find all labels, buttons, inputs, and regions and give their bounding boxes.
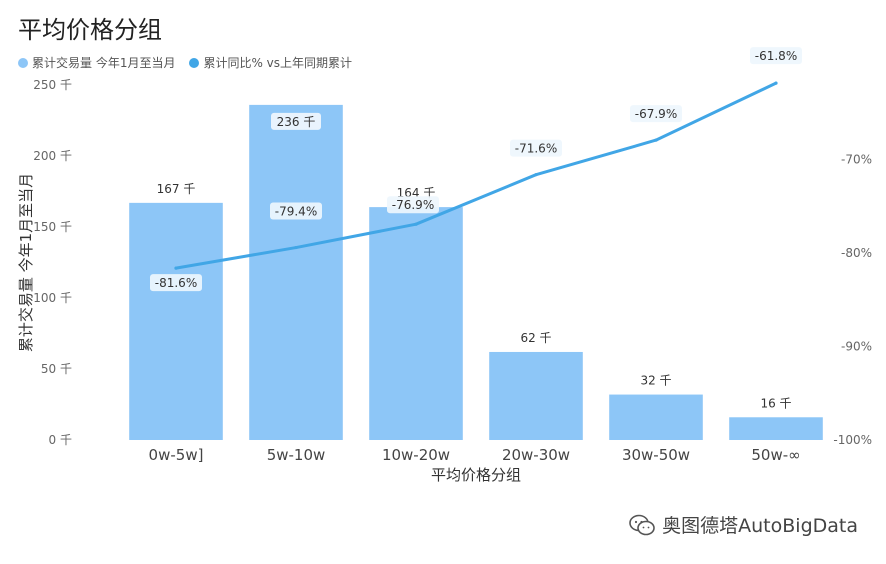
bar-label: 16 千 — [760, 396, 791, 410]
x-axis-label: 平均价格分组 — [431, 466, 521, 484]
y2-tick-label: -100% — [833, 433, 872, 447]
y-tick-label: 250 千 — [33, 78, 72, 92]
y2-tick-label: -80% — [841, 246, 872, 260]
y2-tick-label: -90% — [841, 340, 872, 354]
chart-legend: 累计交易量 今年1月至当月 累计同比% vs上年同期累计 — [18, 54, 352, 71]
y-tick-label: 0 千 — [49, 433, 72, 447]
x-tick-label: 30w-50w — [622, 446, 690, 464]
bar-label: 62 千 — [520, 331, 551, 345]
wechat-icon — [629, 514, 655, 535]
watermark: 奥图德塔AutoBigData — [628, 511, 858, 538]
bar — [729, 417, 823, 440]
line-label-bg — [510, 139, 562, 157]
line-label: -81.6% — [155, 276, 197, 290]
bar-label: 167 千 — [157, 182, 196, 196]
y-tick-label: 200 千 — [33, 149, 72, 163]
bar — [129, 202, 223, 440]
line-label-bg — [630, 105, 682, 123]
legend-item-yoy: 累计同比% vs上年同期累计 — [189, 54, 352, 71]
line-label-bg — [387, 196, 439, 214]
line-label-bg — [270, 202, 322, 220]
legend-dot-volume — [18, 57, 28, 68]
y-tick-label: 150 千 — [33, 220, 72, 234]
y-tick-label: 100 千 — [33, 291, 72, 305]
bar-label-bg — [271, 112, 321, 130]
legend-label-yoy: 累计同比% vs上年同期累计 — [203, 56, 353, 70]
x-tick-label: 0w-5w] — [149, 446, 204, 464]
chart-title: 平均价格分组 — [18, 16, 162, 44]
x-tick-label: 5w-10w — [267, 446, 326, 464]
x-tick-label: 20w-30w — [502, 446, 570, 464]
bar — [369, 207, 463, 440]
line-label: -71.6% — [515, 142, 557, 156]
watermark-text: 奥图德塔AutoBigData — [662, 515, 858, 537]
legend-item-volume: 累计交易量 今年1月至当月 — [18, 54, 175, 71]
bar — [489, 351, 583, 440]
legend-label-volume: 累计交易量 今年1月至当月 — [32, 56, 176, 70]
line-label-bg — [150, 274, 202, 292]
bar — [249, 104, 343, 440]
y2-tick-label: -70% — [841, 153, 872, 167]
y-axis-label: 累计交易量 今年1月至当月 — [17, 173, 35, 352]
line-label: -76.9% — [392, 198, 434, 212]
y-tick-label: 50 千 — [41, 362, 72, 376]
legend-dot-yoy — [189, 57, 200, 68]
line-point — [414, 222, 418, 226]
line-label: -61.8% — [755, 49, 797, 63]
line-point — [774, 81, 778, 85]
line-point — [534, 173, 538, 177]
bar-label: 32 千 — [640, 374, 671, 388]
line-label: -79.4% — [275, 205, 317, 219]
line-label: -67.9% — [635, 107, 677, 121]
line-point — [294, 245, 298, 250]
line-point — [654, 138, 658, 142]
x-tick-label: 10w-20w — [382, 446, 450, 464]
line-label-bg — [750, 47, 802, 65]
x-tick-label: 50w-∞ — [751, 446, 800, 464]
line-point — [174, 266, 178, 270]
bar-label: 236 千 — [277, 115, 316, 129]
bar — [609, 394, 703, 440]
line-series — [174, 81, 778, 270]
